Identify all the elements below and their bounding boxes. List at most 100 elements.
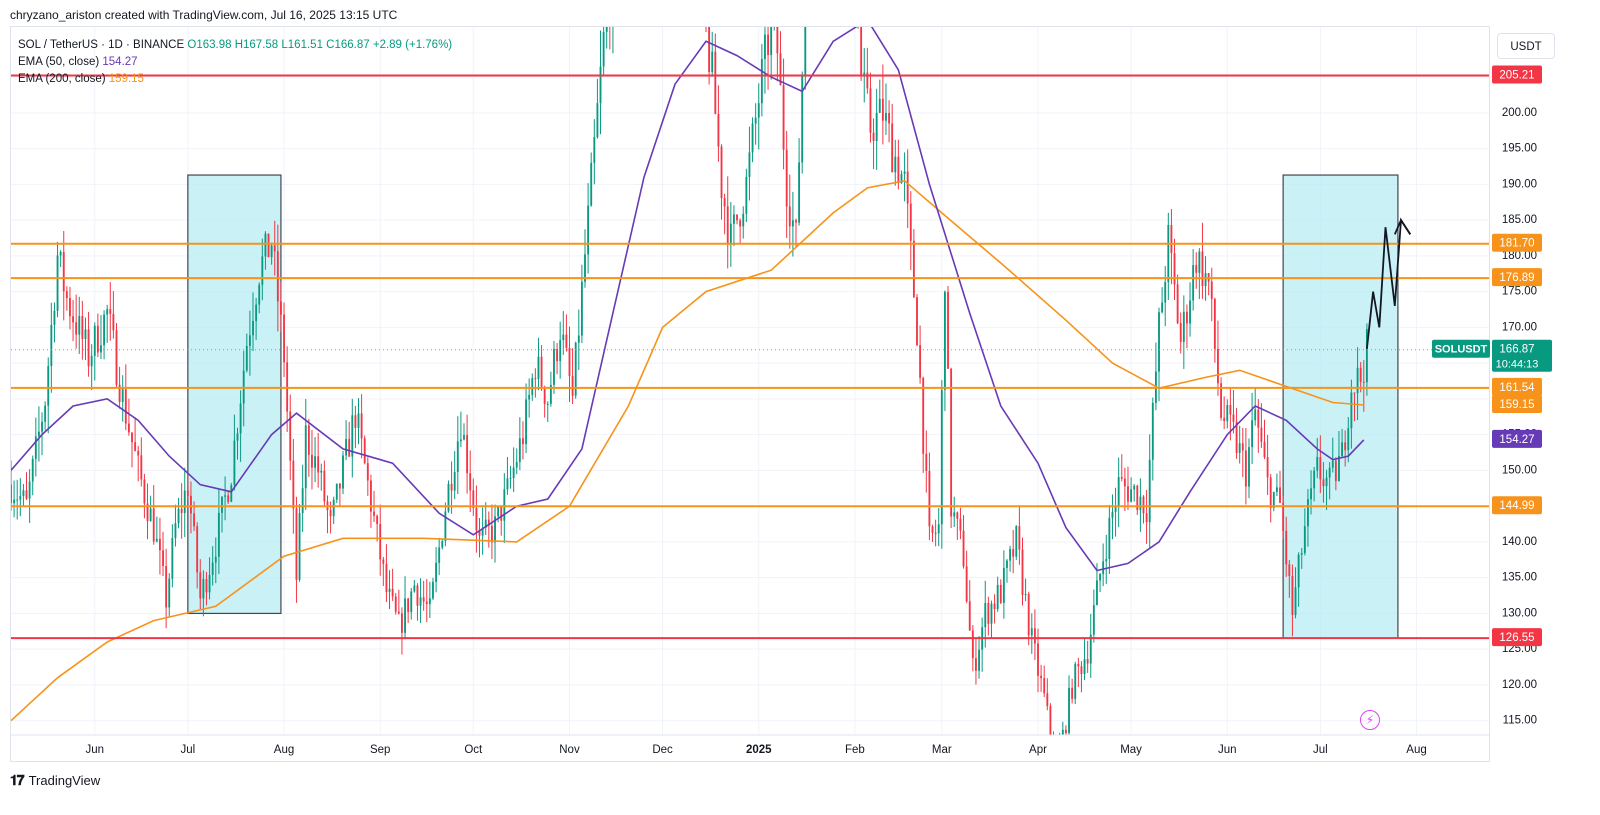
candle-body <box>1056 761 1058 762</box>
price-chart[interactable]: Jun Jul Aug Sep Oct Nov Dec 2025 Feb Mar Apr May Jun… <box>11 27 1490 762</box>
candle <box>1167 212 1170 300</box>
tradingview-logo[interactable]: 𝟏𝟕 TradingView <box>10 772 100 789</box>
candle-body <box>93 325 96 356</box>
candle-body <box>335 483 338 500</box>
candle-body <box>152 508 155 542</box>
candle <box>280 281 282 332</box>
candle-body <box>503 489 506 521</box>
candle <box>190 481 192 534</box>
candle-body <box>44 405 47 422</box>
candle <box>906 149 909 229</box>
candle <box>764 27 766 94</box>
candle <box>466 414 469 494</box>
candle-body <box>391 588 394 597</box>
level-tag-176.89: 176.89 <box>1492 268 1542 287</box>
candle-body <box>180 508 183 513</box>
candle-body <box>1053 739 1055 761</box>
candle <box>388 570 391 610</box>
candle-body <box>37 431 40 437</box>
candle <box>1189 282 1191 337</box>
candle <box>183 467 186 538</box>
candle-body <box>193 513 195 527</box>
candle <box>100 315 102 360</box>
candle <box>1049 703 1052 735</box>
candle <box>500 506 503 536</box>
candle <box>779 31 782 86</box>
candle-body <box>28 481 31 499</box>
price-tag-159.15: 159.15 <box>1492 394 1542 413</box>
candle-body <box>1307 499 1309 527</box>
candle <box>314 437 316 483</box>
candle-body <box>357 413 360 428</box>
candle-body <box>11 484 12 504</box>
candle <box>450 461 453 514</box>
candle-body <box>47 366 50 406</box>
candle-body <box>1303 526 1306 554</box>
level-tag-176.89-bg <box>1492 268 1542 287</box>
candle-body <box>338 483 341 489</box>
candle <box>1347 417 1350 463</box>
candle <box>180 483 183 539</box>
candle <box>1064 725 1067 735</box>
candle-body <box>1117 477 1120 506</box>
candle <box>559 321 562 379</box>
candle-body <box>726 206 729 245</box>
candle-body <box>1037 643 1039 676</box>
y-tick-label: 155.00 <box>1502 429 1537 441</box>
currency-unit-button[interactable]: USDT <box>1497 33 1555 59</box>
candle-body <box>1356 367 1359 394</box>
candle <box>984 580 987 648</box>
candle-body <box>1266 457 1269 478</box>
chart-frame[interactable]: Jun Jul Aug Sep Oct Nov Dec 2025 Feb Mar Apr May Jun… <box>10 26 1490 762</box>
candle-body <box>900 173 903 184</box>
candle <box>1325 469 1328 511</box>
candle <box>152 485 155 545</box>
candle-body <box>270 245 273 258</box>
candle-body <box>69 298 71 317</box>
candle-body <box>146 503 149 521</box>
candle-body <box>1120 477 1123 479</box>
legend-ema200-row[interactable]: EMA (200, close) 159.15 <box>18 71 452 88</box>
candle-body <box>351 415 354 457</box>
candle-body <box>574 342 577 396</box>
candle <box>174 504 177 547</box>
candle <box>363 435 366 465</box>
y-tick-label: 205.00 <box>1502 71 1537 83</box>
candle <box>1099 572 1101 593</box>
candle-body <box>1282 502 1285 531</box>
candle-body <box>739 220 742 227</box>
candle-body <box>1297 554 1300 588</box>
candle-body <box>1341 442 1343 456</box>
candle-body <box>307 425 310 455</box>
candle-body <box>1027 593 1030 636</box>
candle-body <box>1260 427 1263 442</box>
candle-body <box>717 113 720 147</box>
candle <box>1053 731 1055 761</box>
candle-body <box>1012 549 1015 557</box>
lightning-icon[interactable]: ⚡ <box>1360 710 1380 730</box>
legend-ema50-row[interactable]: EMA (50, close) 154.27 <box>18 54 452 71</box>
candle <box>1018 505 1021 565</box>
y-tick-label: 170.00 <box>1502 321 1537 333</box>
candle-body <box>1359 367 1362 382</box>
candle-body <box>1288 564 1291 577</box>
tradingview-brand: TradingView <box>28 773 101 788</box>
candle <box>441 539 444 550</box>
candle <box>289 394 292 481</box>
candle <box>798 138 801 226</box>
projection-arrowhead <box>1393 218 1412 235</box>
candle <box>248 310 251 376</box>
candle <box>1198 248 1201 300</box>
candle-body <box>1338 455 1340 481</box>
candle <box>72 299 74 342</box>
symbol-label[interactable]: SOL / TetherUS · 1D · BINANCE <box>18 39 185 51</box>
candle-body <box>447 483 450 512</box>
candle <box>84 317 87 361</box>
candle <box>1235 408 1238 459</box>
candle <box>1027 591 1030 646</box>
candle <box>562 311 565 355</box>
candle-body <box>19 496 22 500</box>
candle-body <box>1123 478 1126 487</box>
candle-body <box>1021 549 1024 595</box>
candle <box>1353 392 1356 422</box>
